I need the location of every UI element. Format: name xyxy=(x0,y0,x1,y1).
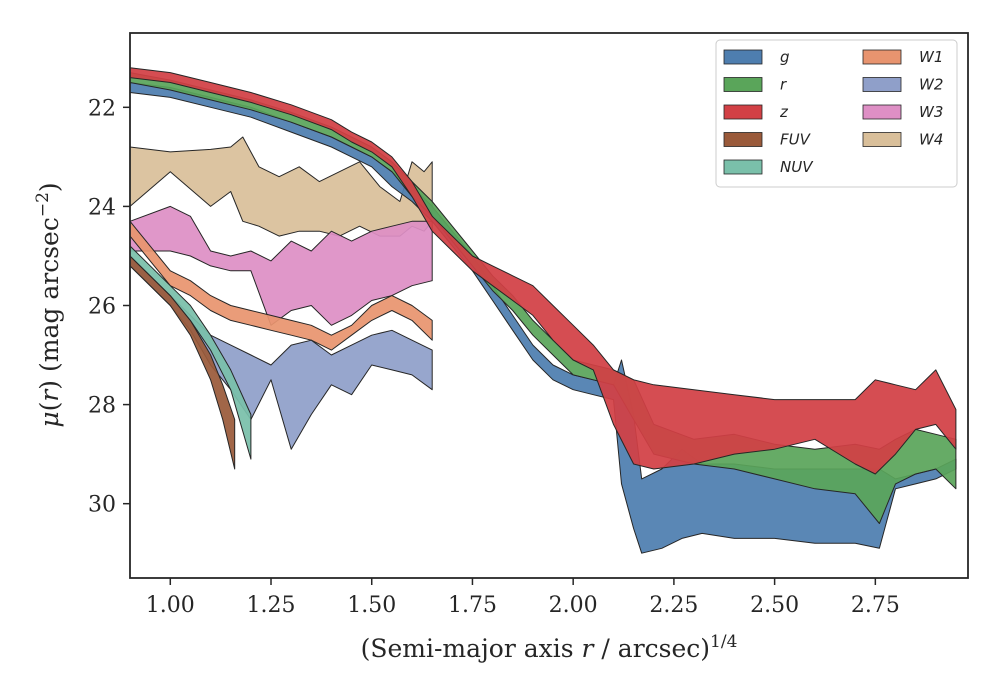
legend-label-z: z xyxy=(779,103,789,121)
x-tick-label: 2.50 xyxy=(750,593,799,618)
legend-swatch-w3 xyxy=(862,104,902,120)
band-w3 xyxy=(129,205,433,326)
legend-swatch-fuv xyxy=(723,132,763,147)
band-w1 xyxy=(129,220,433,351)
y-axis-title: μ(r) (mag arcsec−2) xyxy=(33,182,64,427)
band-layer xyxy=(129,67,957,554)
x-axis-title: (Semi-major axis r / arcsec)1/4 xyxy=(361,632,738,663)
band-z xyxy=(129,67,957,475)
legend-label-w4: W4 xyxy=(919,131,943,149)
x-tick-label: 2.00 xyxy=(549,593,598,618)
legend-label-r: r xyxy=(780,76,787,94)
legend-label-w3: W3 xyxy=(919,103,943,121)
legend-swatch-r xyxy=(723,77,763,92)
x-tick-label: 1.00 xyxy=(146,593,195,618)
legend-swatch-z xyxy=(723,104,763,120)
legend-swatch-w2 xyxy=(862,77,902,92)
legend-swatch-w4 xyxy=(862,132,902,147)
x-tick-label: 1.75 xyxy=(448,593,497,618)
x-axis: 1.00 1.25 1.50 1.75 2.00 2.25 2.50 2.75 xyxy=(146,578,900,618)
legend-swatch-g xyxy=(723,49,763,65)
x-tick-label: 1.50 xyxy=(347,593,396,618)
legend-box xyxy=(715,39,958,188)
x-tick-label: 2.75 xyxy=(851,593,900,618)
legend: grz FUV NUV W1 W2 W3 W4 xyxy=(715,39,958,188)
x-tick-label: 2.25 xyxy=(649,593,698,618)
y-tick-label: 28 xyxy=(88,394,116,419)
legend-label-w2: W2 xyxy=(919,76,943,94)
band-nuv xyxy=(129,245,252,460)
legend-label-g: g xyxy=(780,48,790,66)
y-axis: 22 24 26 28 30 xyxy=(88,96,130,518)
y-tick-label: 26 xyxy=(88,295,116,320)
legend-swatch-w1 xyxy=(862,49,902,65)
legend-label-nuv: NUV xyxy=(780,158,814,176)
legend-label-fuv: FUV xyxy=(780,131,812,149)
y-tick-label: 22 xyxy=(88,96,116,121)
y-tick-label: 30 xyxy=(88,493,116,518)
x-tick-label: 1.25 xyxy=(247,593,296,618)
legend-swatch-nuv xyxy=(723,159,763,175)
y-tick-label: 24 xyxy=(88,195,116,220)
legend-label-w1: W1 xyxy=(919,48,943,66)
